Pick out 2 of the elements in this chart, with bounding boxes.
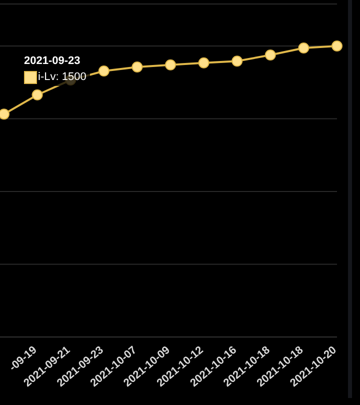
annotation: i-Lv: 1500 [38,70,86,85]
annotation: 2021-09-23 [24,54,82,69]
